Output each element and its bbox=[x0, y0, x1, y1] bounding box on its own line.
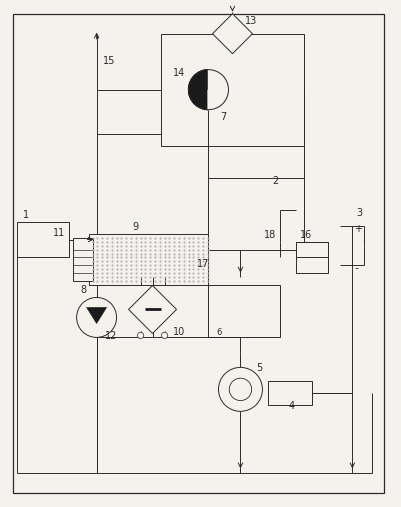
Polygon shape bbox=[213, 14, 253, 54]
Polygon shape bbox=[209, 69, 229, 110]
Circle shape bbox=[219, 368, 262, 411]
Circle shape bbox=[138, 332, 144, 339]
Circle shape bbox=[77, 298, 117, 338]
Text: 9: 9 bbox=[133, 222, 139, 232]
Text: 16: 16 bbox=[300, 230, 313, 239]
Circle shape bbox=[229, 378, 252, 401]
Polygon shape bbox=[129, 285, 176, 334]
Circle shape bbox=[188, 69, 229, 110]
Text: 3: 3 bbox=[356, 207, 363, 218]
Text: 13: 13 bbox=[245, 16, 257, 26]
Text: 1: 1 bbox=[23, 209, 29, 220]
Bar bbox=[160, 33, 304, 146]
Circle shape bbox=[161, 332, 168, 339]
Text: 8: 8 bbox=[81, 285, 87, 296]
Text: 4: 4 bbox=[288, 402, 295, 411]
Text: 12: 12 bbox=[105, 332, 117, 341]
Polygon shape bbox=[188, 69, 209, 110]
Bar bbox=[209, 177, 304, 249]
Text: 10: 10 bbox=[172, 328, 185, 338]
Text: 11: 11 bbox=[53, 228, 65, 237]
Bar bbox=[296, 241, 328, 273]
Text: -: - bbox=[354, 264, 358, 273]
Text: 18: 18 bbox=[264, 230, 277, 239]
Bar bbox=[209, 285, 280, 338]
Text: 17: 17 bbox=[196, 260, 209, 270]
Text: 2: 2 bbox=[272, 175, 279, 186]
Text: 14: 14 bbox=[172, 67, 185, 78]
Text: +: + bbox=[354, 224, 363, 234]
Text: 6: 6 bbox=[217, 329, 222, 338]
Text: 5: 5 bbox=[257, 364, 263, 373]
Text: 7: 7 bbox=[221, 112, 227, 122]
Text: 15: 15 bbox=[103, 56, 115, 66]
Bar bbox=[89, 234, 209, 285]
Polygon shape bbox=[87, 307, 107, 323]
Bar bbox=[268, 381, 312, 406]
Bar bbox=[73, 237, 93, 281]
Bar bbox=[17, 222, 69, 258]
